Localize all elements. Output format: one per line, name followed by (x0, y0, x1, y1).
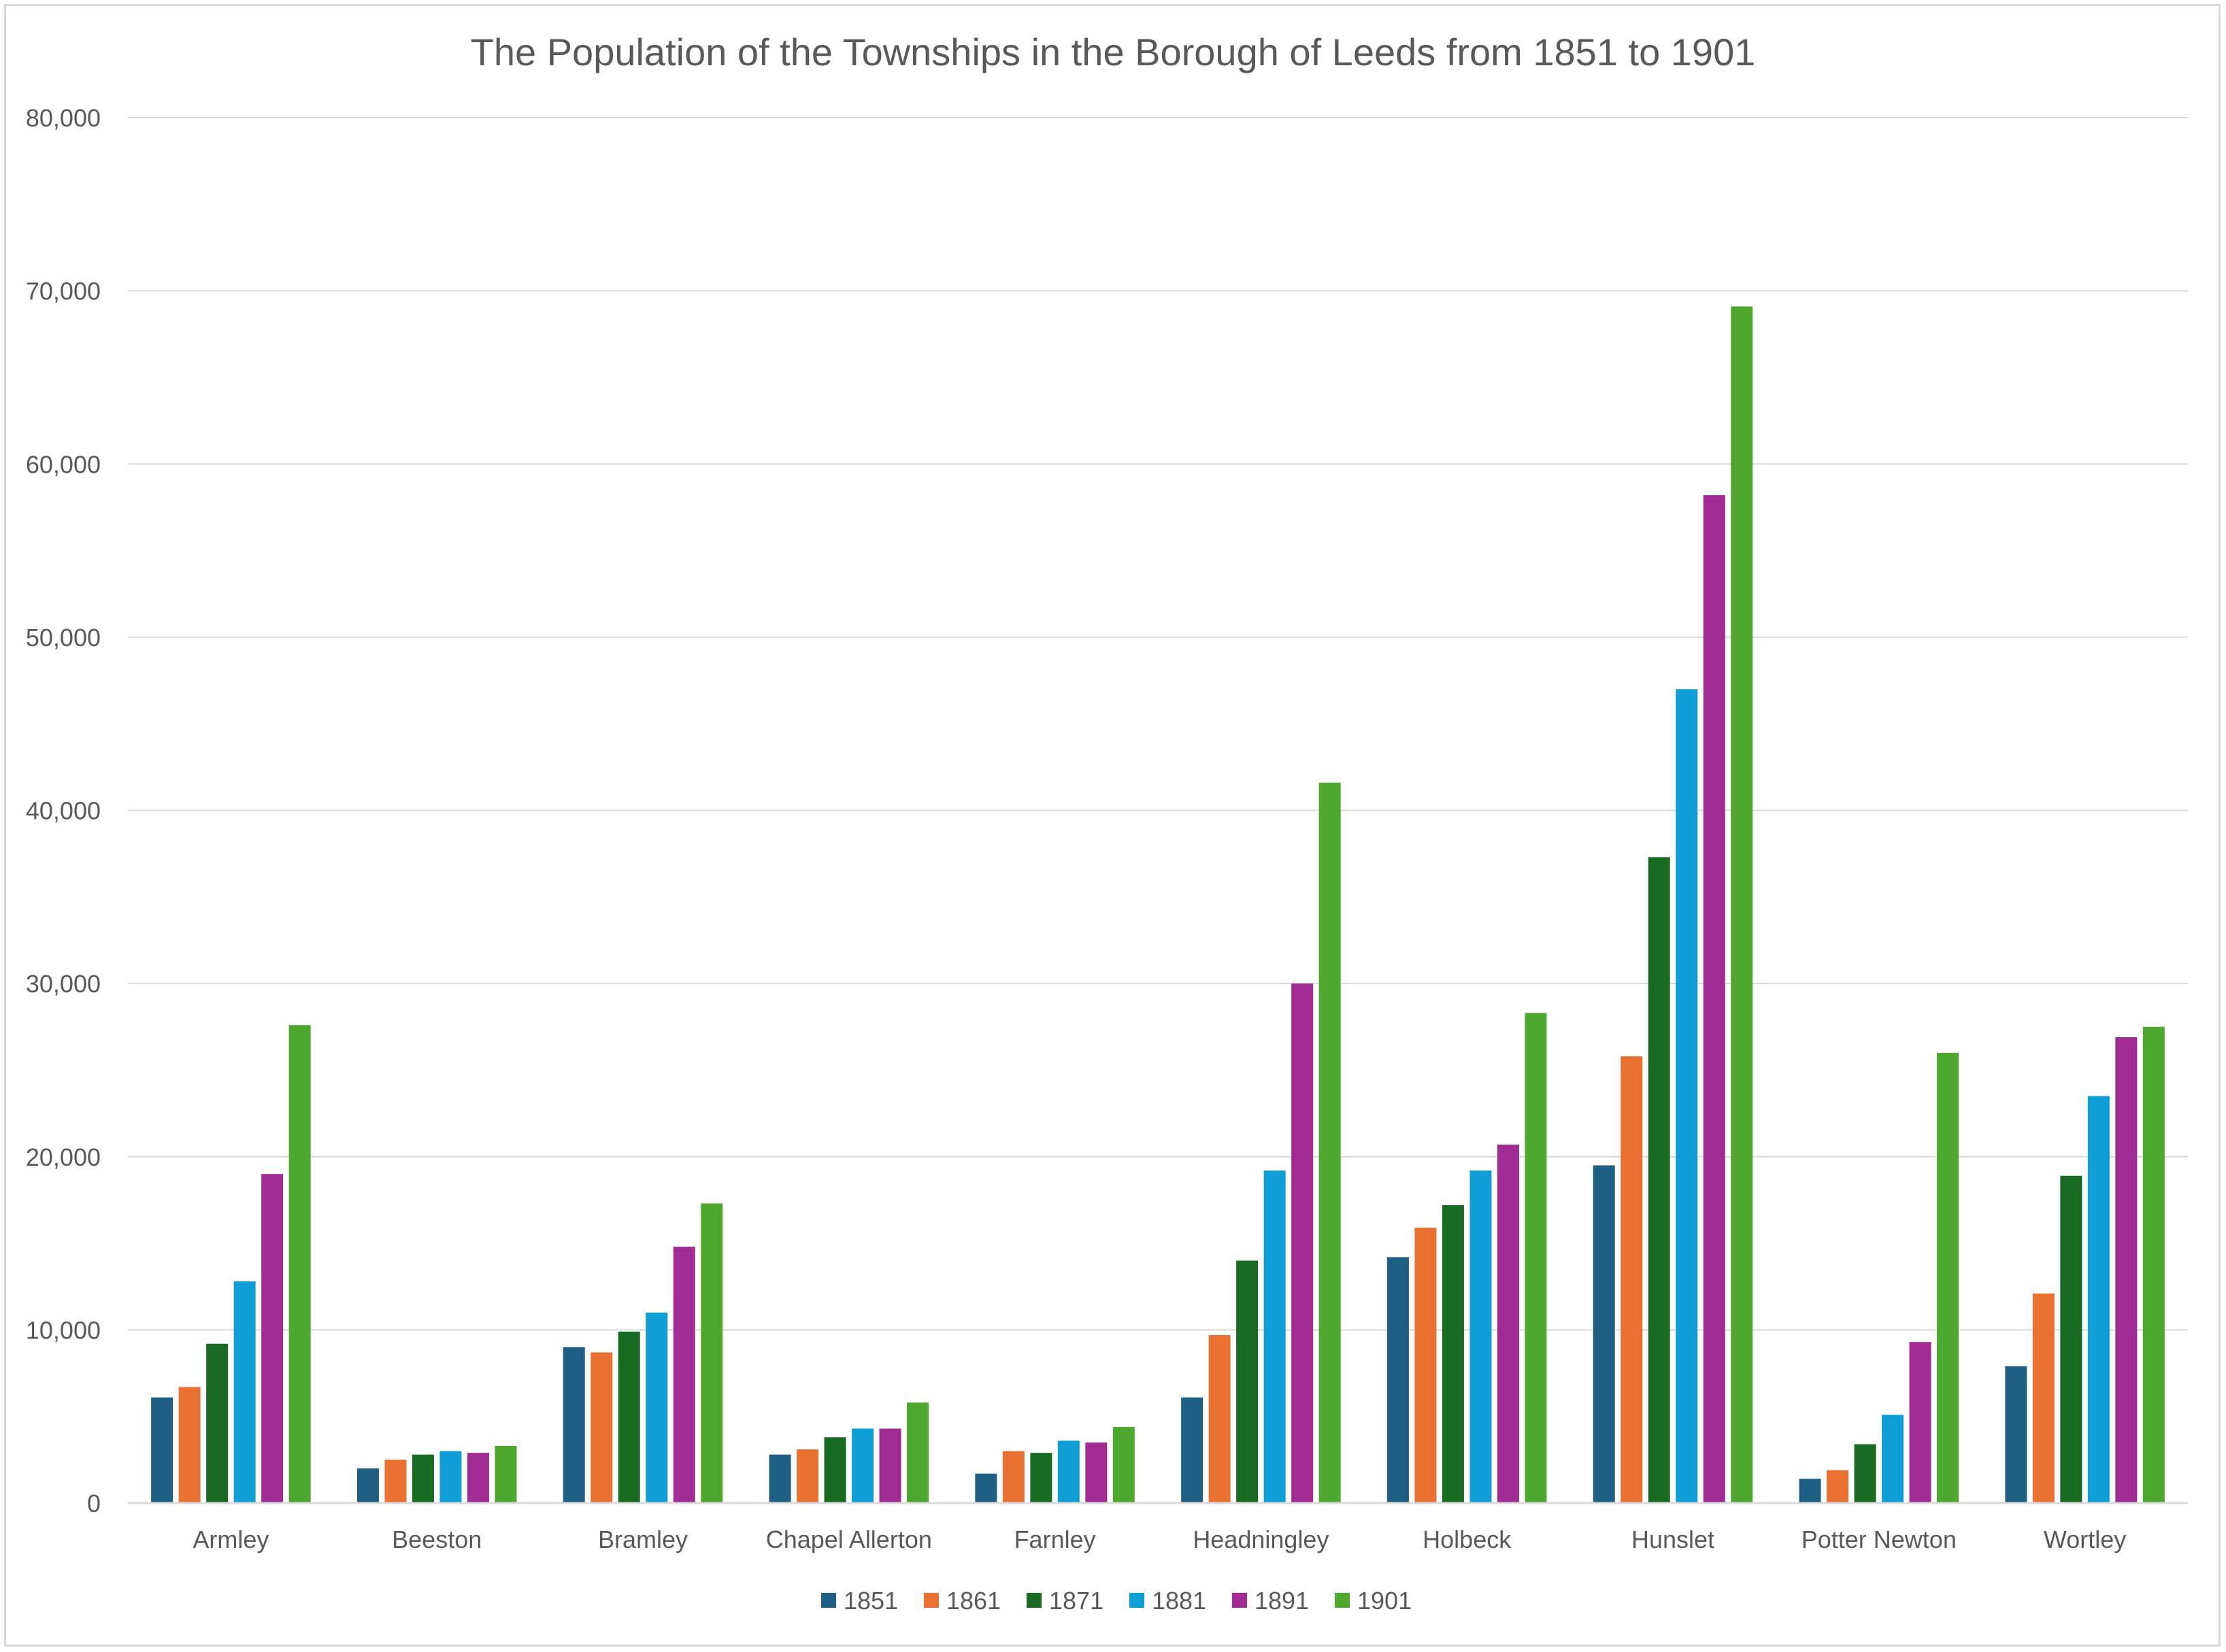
y-tick-label: 30,000 (26, 970, 101, 998)
category-label: Potter Newton (1801, 1525, 1957, 1553)
legend-swatch-1891[interactable] (1232, 1593, 1247, 1608)
bar-beeston-1901[interactable] (495, 1445, 517, 1503)
bar-hunslet-1861[interactable] (1621, 1056, 1643, 1503)
y-tick-label: 40,000 (26, 797, 101, 825)
bar-potter-newton-1891[interactable] (1909, 1342, 1931, 1503)
category-label: Wortley (2044, 1525, 2126, 1553)
bar-holbeck-1881[interactable] (1469, 1170, 1492, 1503)
bar-hunslet-1871[interactable] (1648, 857, 1670, 1503)
bar-farnley-1871[interactable] (1030, 1453, 1052, 1503)
bar-armley-1881[interactable] (233, 1281, 256, 1503)
bar-beeston-1871[interactable] (412, 1454, 434, 1503)
bar-potter-newton-1871[interactable] (1854, 1444, 1876, 1503)
bars (151, 306, 2165, 1504)
bar-headningley-1891[interactable] (1291, 983, 1314, 1503)
bar-chapel-allerton-1861[interactable] (797, 1449, 819, 1503)
bar-bramley-1881[interactable] (646, 1312, 668, 1503)
bar-holbeck-1851[interactable] (1386, 1257, 1409, 1503)
legend-swatch-1901[interactable] (1335, 1593, 1350, 1608)
bar-beeston-1881[interactable] (439, 1451, 462, 1503)
bar-wortley-1851[interactable] (2005, 1366, 2027, 1503)
legend-swatch-1861[interactable] (924, 1593, 939, 1608)
bar-hunslet-1891[interactable] (1703, 495, 1725, 1503)
legend-label-1881[interactable]: 1881 (1152, 1587, 1206, 1615)
bar-potter-newton-1881[interactable] (1882, 1415, 1904, 1503)
bar-wortley-1891[interactable] (2115, 1037, 2138, 1503)
bar-chapel-allerton-1851[interactable] (769, 1454, 791, 1503)
y-axis-ticks: 0 10,000 20,000 30,000 40,000 50,000 60,000 70,… (26, 104, 101, 1517)
category-label: Holbeck (1423, 1525, 1512, 1553)
category-label: Chapel Allerton (766, 1525, 932, 1553)
bar-headningley-1851[interactable] (1181, 1397, 1203, 1503)
legend-swatch-1881[interactable] (1129, 1593, 1144, 1608)
legend-swatch-1871[interactable] (1027, 1593, 1042, 1608)
bar-potter-newton-1861[interactable] (1827, 1470, 1849, 1503)
y-tick-label: 10,000 (26, 1316, 101, 1344)
bar-armley-1851[interactable] (151, 1397, 173, 1503)
chart-title: The Population of the Townships in the B… (471, 31, 1756, 73)
legend-label-1851[interactable]: 1851 (844, 1587, 898, 1615)
bar-wortley-1871[interactable] (2060, 1175, 2082, 1503)
category-label: Beeston (392, 1525, 482, 1553)
bar-headningley-1871[interactable] (1236, 1260, 1259, 1503)
bar-beeston-1851[interactable] (356, 1468, 379, 1503)
category-label: Farnley (1014, 1525, 1096, 1553)
bar-farnley-1861[interactable] (1002, 1451, 1025, 1503)
bar-hunslet-1851[interactable] (1593, 1165, 1615, 1503)
legend-label-1861[interactable]: 1861 (946, 1587, 1001, 1615)
bar-holbeck-1891[interactable] (1497, 1144, 1519, 1503)
bar-holbeck-1901[interactable] (1525, 1013, 1547, 1503)
grid-layer (128, 117, 2188, 1331)
bar-armley-1871[interactable] (206, 1343, 229, 1503)
category-label: Headningley (1193, 1525, 1329, 1553)
bar-chapel-allerton-1871[interactable] (824, 1437, 846, 1503)
bar-chapel-allerton-1891[interactable] (879, 1428, 901, 1503)
bar-chapel-allerton-1881[interactable] (852, 1428, 874, 1503)
legend-label-1901[interactable]: 1901 (1357, 1587, 1412, 1615)
bar-armley-1861[interactable] (178, 1387, 201, 1503)
bar-bramley-1901[interactable] (701, 1203, 723, 1503)
bar-headningley-1901[interactable] (1318, 782, 1341, 1503)
bar-holbeck-1871[interactable] (1442, 1205, 1464, 1503)
y-tick-label: 0 (87, 1489, 101, 1517)
bar-hunslet-1901[interactable] (1731, 306, 1753, 1503)
bar-bramley-1891[interactable] (673, 1247, 695, 1503)
bar-beeston-1891[interactable] (467, 1453, 489, 1503)
legend-label-1871[interactable]: 1871 (1049, 1587, 1103, 1615)
y-tick-label: 50,000 (26, 624, 101, 652)
bar-armley-1891[interactable] (261, 1174, 284, 1503)
bar-farnley-1891[interactable] (1085, 1442, 1108, 1503)
category-label: Armley (193, 1525, 269, 1553)
y-tick-label: 20,000 (26, 1143, 101, 1171)
bar-farnley-1881[interactable] (1057, 1440, 1080, 1503)
bar-chapel-allerton-1901[interactable] (907, 1402, 929, 1503)
category-label: Hunslet (1631, 1525, 1714, 1553)
y-tick-label: 70,000 (26, 277, 101, 305)
bar-wortley-1901[interactable] (2142, 1026, 2165, 1503)
bar-farnley-1901[interactable] (1112, 1426, 1135, 1503)
bar-bramley-1861[interactable] (591, 1352, 613, 1503)
bar-farnley-1851[interactable] (975, 1473, 997, 1503)
bar-potter-newton-1851[interactable] (1799, 1479, 1821, 1503)
bar-bramley-1871[interactable] (618, 1331, 640, 1503)
bar-holbeck-1861[interactable] (1414, 1228, 1437, 1503)
legend[interactable]: 1851 1861 1871 1881 1891 1901 (821, 1587, 1412, 1615)
bar-beeston-1861[interactable] (384, 1460, 407, 1503)
legend-swatch-1851[interactable] (821, 1593, 836, 1608)
legend-label-1891[interactable]: 1891 (1255, 1587, 1309, 1615)
category-label: Bramley (598, 1525, 688, 1553)
category-labels: Armley Beeston Bramley Chapel Allerton Farnl… (193, 1525, 2126, 1553)
bar-armley-1901[interactable] (288, 1025, 311, 1503)
chart-frame (4, 4, 2221, 1647)
bar-bramley-1851[interactable] (563, 1347, 585, 1503)
bar-wortley-1881[interactable] (2087, 1096, 2110, 1503)
bar-wortley-1861[interactable] (2032, 1293, 2055, 1503)
bar-potter-newton-1901[interactable] (1937, 1052, 1959, 1503)
bar-headningley-1861[interactable] (1208, 1335, 1231, 1503)
y-tick-label: 60,000 (26, 450, 101, 478)
bar-headningley-1881[interactable] (1263, 1170, 1286, 1503)
y-tick-label: 80,000 (26, 104, 101, 132)
bar-hunslet-1881[interactable] (1676, 689, 1698, 1504)
